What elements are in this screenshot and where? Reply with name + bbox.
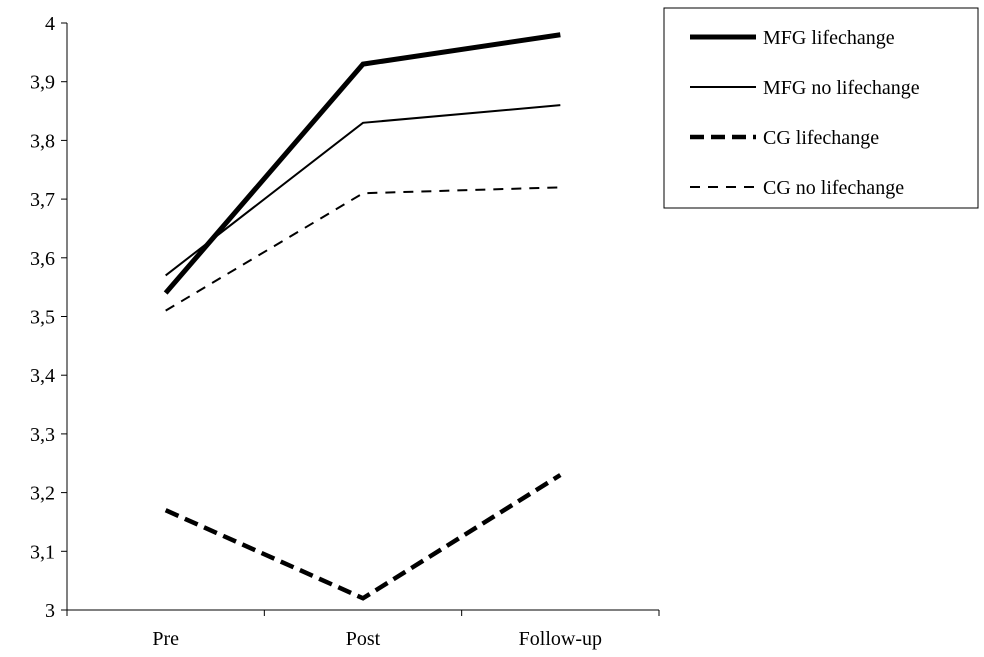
- y-tick-label: 3,8: [30, 130, 55, 152]
- x-tick-label: Post: [346, 628, 381, 650]
- x-ticks: Pre Post Follow-up: [66, 610, 660, 650]
- y-tick-label: 3,5: [30, 307, 55, 329]
- legend: MFG lifechange MFG no lifechange CG lifech…: [663, 7, 979, 209]
- axes: [66, 23, 659, 611]
- y-tick-label: 3,7: [30, 189, 55, 211]
- y-tick-label: 3,3: [30, 424, 55, 446]
- x-tick-label: Pre: [152, 628, 179, 650]
- legend-items: MFG lifechange MFG no lifechange CG lifech…: [690, 27, 920, 199]
- y-tick-label: 3,2: [30, 483, 55, 505]
- series-lines: [163, 32, 562, 601]
- series-line-1: [163, 32, 561, 295]
- series-line-3: [164, 473, 562, 601]
- y-tick-label: 3,6: [30, 248, 55, 270]
- y-ticks: 3 3,1 3,2 3,3 3,4 3,5 3,6 3,7 3,8 3,9 4: [30, 13, 67, 622]
- y-tick-label: 3,1: [30, 541, 55, 563]
- legend-label: MFG no lifechange: [763, 77, 920, 99]
- series-line-2: [165, 104, 561, 277]
- y-tick-label: 4: [45, 13, 55, 35]
- legend-label: CG lifechange: [763, 127, 879, 149]
- legend-box: [663, 7, 979, 209]
- y-tick-label: 3,9: [30, 72, 55, 94]
- y-tick-label: 3: [45, 600, 55, 622]
- y-tick-label: 3,4: [30, 365, 55, 387]
- legend-label: MFG lifechange: [763, 27, 895, 49]
- legend-label: CG no lifechange: [763, 177, 904, 199]
- x-tick-label: Follow-up: [519, 628, 602, 650]
- series-line-4: [165, 186, 561, 312]
